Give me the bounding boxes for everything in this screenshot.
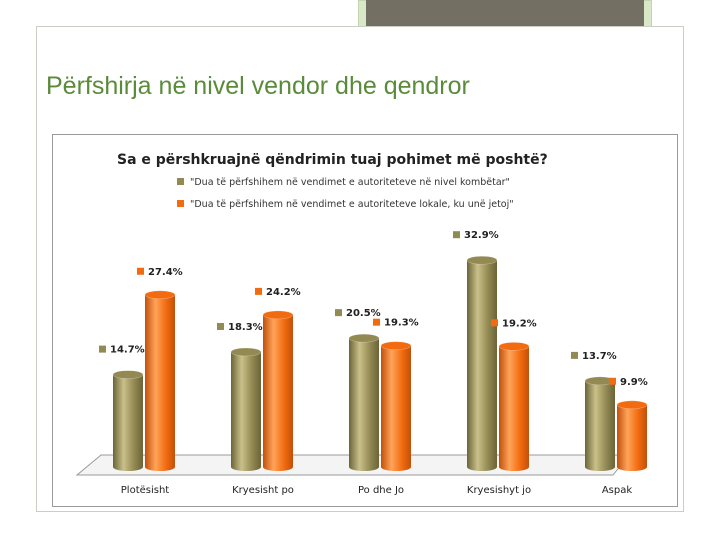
bar	[584, 376, 616, 471]
data-label: 24.2%	[266, 287, 301, 298]
data-label: 18.3%	[228, 322, 263, 333]
data-label: 19.2%	[502, 318, 537, 329]
bar	[466, 255, 498, 471]
data-label: 27.4%	[148, 267, 183, 278]
slide-title: Përfshirja në nivel vendor dhe qendror	[46, 72, 470, 100]
data-label: 14.7%	[110, 345, 145, 356]
bar	[498, 342, 530, 471]
category-label: Kryesishyt jo	[467, 485, 531, 496]
data-label-marker	[137, 267, 144, 275]
legend-swatch	[177, 178, 184, 185]
category-label: Kryesisht po	[232, 485, 294, 496]
data-label-marker	[99, 345, 106, 353]
bar	[144, 290, 176, 471]
category-label: Plotësisht	[121, 485, 170, 496]
data-label-marker	[491, 319, 498, 327]
legend-swatch	[177, 200, 184, 207]
bar	[380, 341, 412, 471]
data-label-marker	[255, 287, 262, 295]
data-label-marker	[571, 351, 578, 359]
chart-data-labels: 14.7% 27.4% 18.3% 24.2% 20.5%19.3% 32.9% 19.2%…	[99, 230, 648, 388]
bar-chart: Sa e përshkruajnë qëndrimin tuaj pohimet…	[75, 152, 648, 496]
data-label-marker	[373, 318, 380, 326]
bar	[262, 310, 294, 471]
data-label: 19.3%	[384, 318, 419, 329]
bar	[112, 370, 144, 471]
data-label-marker	[217, 322, 224, 330]
data-label-marker	[335, 309, 342, 317]
data-label: 13.7%	[582, 351, 617, 362]
legend-entry: "Dua të përfshihem në vendimet e autorit…	[190, 199, 514, 210]
data-label-marker	[453, 231, 460, 239]
data-label-marker	[609, 377, 616, 385]
chart-container: Sa e përshkruajnë qëndrimin tuaj pohimet…	[52, 134, 678, 507]
category-label: Po dhe Jo	[358, 485, 404, 496]
chart-title: Sa e përshkruajnë qëndrimin tuaj pohimet…	[117, 152, 548, 168]
category-label: Aspak	[602, 485, 633, 496]
chart-legend: "Dua të përfshihem në vendimet e autorit…	[177, 177, 514, 210]
chart-bars	[112, 255, 648, 471]
chart-category-labels: Plotësisht Kryesisht po Po dhe Jo Kryesishy…	[121, 485, 633, 496]
data-label: 9.9%	[620, 377, 648, 388]
bar	[348, 333, 380, 471]
legend-entry: "Dua të përfshihem në vendimet e autorit…	[190, 177, 510, 188]
bar	[230, 347, 262, 471]
data-label: 32.9%	[464, 230, 499, 241]
data-label: 20.5%	[346, 308, 381, 319]
bar	[616, 400, 648, 471]
